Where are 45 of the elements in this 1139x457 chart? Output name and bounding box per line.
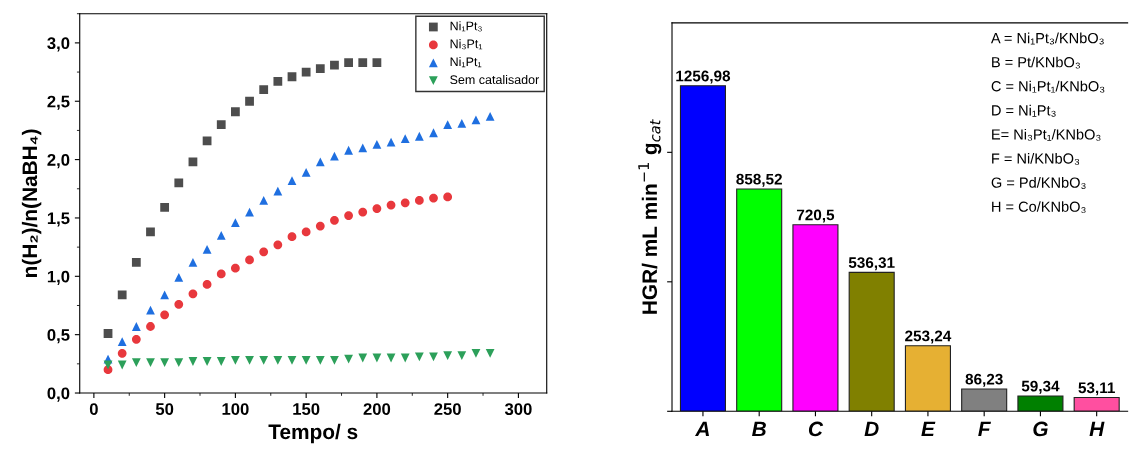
y-tick-label: 1,0	[47, 270, 70, 285]
x-tick-label: 150	[293, 403, 320, 415]
x-tick-label: 250	[434, 403, 461, 415]
annotation: C = Ni₁Pt₁/KNbO₃	[991, 80, 1105, 93]
y-axis-title: n(H₂)/n(NaBH₄)	[21, 129, 42, 277]
x-tick-label: G	[1033, 421, 1048, 437]
annotation: B = Pt/KNbO₃	[992, 56, 1080, 69]
x-tick-label: B	[752, 421, 766, 437]
data-label: 1256,98	[676, 70, 731, 84]
legend-label: Ni₁Pt₁	[450, 57, 482, 68]
legend-label: Sem catalisador	[450, 74, 540, 85]
x-tick-label: 100	[222, 403, 249, 415]
data-label: 253,24	[905, 330, 952, 344]
y-tick-label: 2,5	[47, 95, 70, 110]
y-tick-label: 0,5	[47, 329, 70, 344]
x-axis-title: Tempo/ s	[268, 423, 358, 444]
y-tick-label: 1,5	[47, 212, 70, 227]
annotation: D = Ni₁Pt₃	[992, 104, 1056, 117]
data-label: 53,11	[1078, 382, 1115, 396]
x-tick-label: A	[695, 421, 709, 437]
x-tick-label: 300	[504, 403, 532, 416]
y-tick-label: 2,0	[47, 154, 70, 169]
data-label: 536,31	[848, 257, 895, 271]
annotation: E= Ni₃Pt₁/KNbO₃	[992, 128, 1101, 141]
annotation: F = Ni/KNbO₃	[992, 152, 1080, 165]
annotation: A = Ni₁Pt₃/KNbO₃	[990, 32, 1104, 45]
x-tick-label: 50	[155, 403, 174, 415]
y-tick-label: 3,0	[47, 37, 70, 52]
data-label: 858,52	[736, 173, 782, 187]
annotation: G = Pd/KNbO₃	[991, 177, 1086, 189]
y-tick-label: 0,0	[47, 387, 70, 402]
x-tick-label: F	[978, 421, 991, 437]
x-tick-label: C	[808, 421, 824, 437]
x-tick-label: E	[921, 421, 936, 437]
annotation: H = Co/KNbO₃	[992, 201, 1086, 214]
legend-label: Ni₃Pt₁	[450, 39, 483, 50]
x-tick-label: 0	[89, 403, 98, 415]
legend-label: Ni₁Pt₃	[450, 21, 482, 32]
data-label: 720,5	[796, 209, 835, 223]
x-tick-label: 200	[363, 403, 391, 415]
y-axis-title: HGR/ mL min$^{−1}$ g$_{cat}$	[638, 119, 662, 314]
data-label: 86,23	[965, 373, 1003, 387]
x-tick-label: H	[1089, 421, 1105, 437]
data-label: 59,34	[1021, 380, 1060, 394]
x-tick-label: D	[864, 421, 879, 437]
